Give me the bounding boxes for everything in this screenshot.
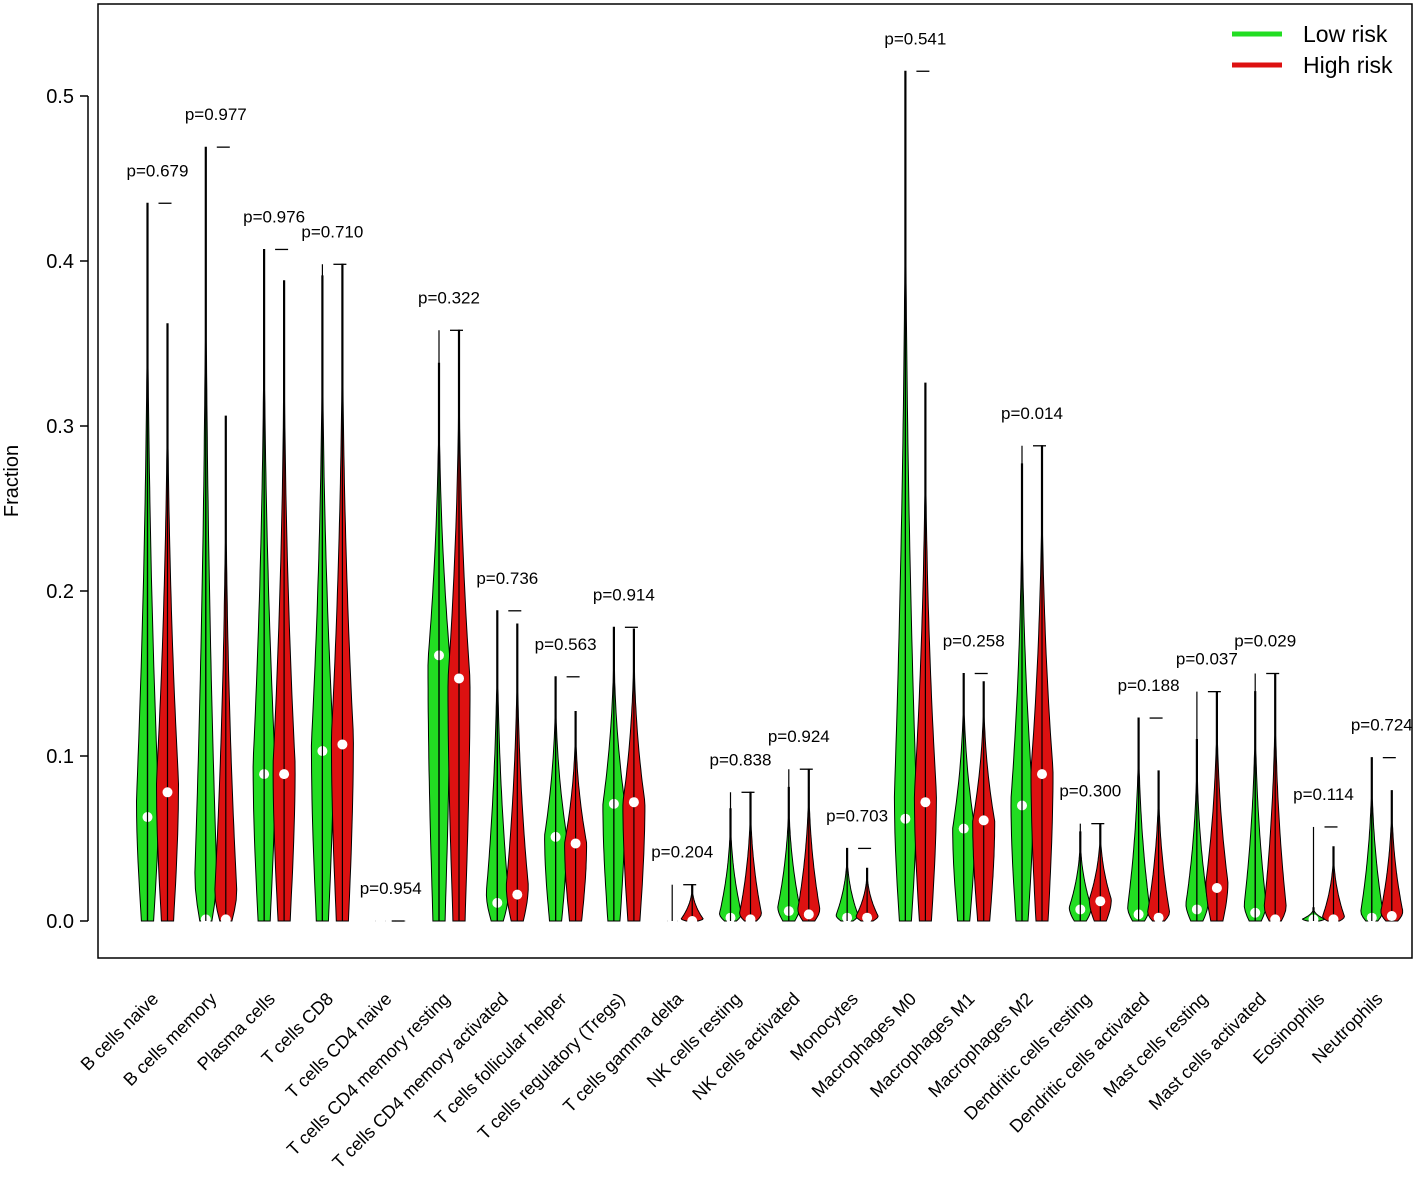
median-point [220, 914, 231, 925]
legend-label: High risk [1303, 52, 1393, 78]
violin-pair [893, 70, 937, 922]
p-value-label: p=0.679 [127, 161, 189, 180]
median-point [375, 916, 386, 926]
legend-entry: Low risk [1232, 21, 1388, 47]
p-value-label: p=0.188 [1118, 676, 1180, 695]
p-value-label: p=0.029 [1234, 632, 1296, 651]
median-point [279, 769, 290, 780]
p-value-label: p=0.838 [710, 750, 772, 769]
plot-frame [97, 3, 1413, 959]
median-point [454, 673, 464, 684]
p-value-label: p=0.954 [360, 879, 422, 898]
median-point [978, 815, 989, 826]
violin-pair [1360, 757, 1404, 923]
legend: Low risk High risk [1232, 21, 1393, 78]
y-axis: 0.0 0.1 0.2 0.3 0.4 0.5 [46, 86, 89, 933]
median-point [862, 912, 873, 923]
median-point [803, 909, 814, 920]
median-point [337, 739, 348, 750]
y-tick-label: 0.3 [46, 416, 74, 438]
p-value-label: p=0.037 [1176, 650, 1238, 669]
y-axis-label: Fraction [1, 445, 23, 517]
violin-pair [1068, 823, 1112, 922]
p-value-label: p=0.977 [185, 105, 247, 124]
x-tick-label: Mast cells resting [1099, 989, 1211, 1101]
median-point [1270, 914, 1281, 925]
y-tick-label: 0.1 [46, 746, 74, 768]
y-tick-label: 0.2 [46, 581, 74, 603]
median-point [920, 797, 931, 808]
x-tick-label: Macrophages M2 [924, 989, 1036, 1101]
violin-pair [835, 847, 879, 923]
p-value-label: p=0.924 [768, 727, 830, 746]
median-point [687, 916, 698, 926]
median-point [1037, 769, 1047, 780]
p-value-label: p=0.736 [476, 569, 538, 588]
median-point [512, 889, 523, 900]
p-value-label: p=0.724 [1351, 716, 1413, 735]
violin-pair [777, 768, 821, 922]
violin-pair [1127, 717, 1171, 923]
p-value-label: p=0.710 [301, 222, 363, 241]
p-value-label: p=0.703 [826, 806, 888, 825]
median-point [570, 838, 581, 849]
median-point [1328, 914, 1339, 925]
median-point [162, 787, 173, 798]
violin-pair [1243, 673, 1287, 925]
y-tick-label: 0.0 [46, 911, 74, 933]
median-point [1386, 911, 1397, 922]
violin-pair [194, 146, 238, 925]
violin-pair [602, 626, 646, 922]
p-value-label: p=0.300 [1059, 782, 1121, 801]
p-value-label: p=0.322 [418, 288, 480, 307]
violin-pair [485, 610, 529, 922]
p-value-label: p=0.258 [943, 632, 1005, 651]
p-value-label: p=0.204 [651, 843, 713, 862]
legend-label: Low risk [1303, 21, 1388, 47]
median-point [1153, 912, 1164, 923]
x-tick-label: NK cells activated [688, 989, 803, 1104]
y-tick-label: 0.4 [46, 251, 74, 273]
median-point [628, 797, 639, 808]
legend-entry: High risk [1232, 52, 1393, 78]
x-tick-label: T cells CD4 naive [282, 989, 396, 1103]
p-value-label: p=0.541 [884, 29, 946, 48]
median-point [1095, 896, 1106, 907]
violin-pair [1301, 846, 1345, 925]
y-tick-label: 0.5 [46, 86, 74, 108]
violin-pair [1010, 445, 1054, 922]
p-value-label: p=0.014 [1001, 404, 1063, 423]
violin-pair [718, 791, 762, 925]
violin-pair [427, 329, 471, 922]
violin-pair [952, 673, 996, 922]
p-value-label: p=0.976 [243, 207, 305, 226]
violin-pair [310, 263, 354, 922]
x-tick-label: Macrophages M0 [808, 989, 920, 1101]
violin-series [135, 70, 1404, 926]
violin-pair [544, 676, 588, 922]
violin-pair [252, 249, 296, 922]
violin-pair [135, 202, 180, 922]
median-point [1211, 883, 1222, 893]
x-tick-label: Macrophages M1 [866, 989, 978, 1101]
p-value-label: p=0.563 [535, 635, 597, 654]
p-value-label: p=0.914 [593, 585, 655, 604]
violin-pair [1185, 691, 1229, 922]
p-value-label: p=0.114 [1293, 785, 1354, 804]
median-point [745, 914, 756, 925]
